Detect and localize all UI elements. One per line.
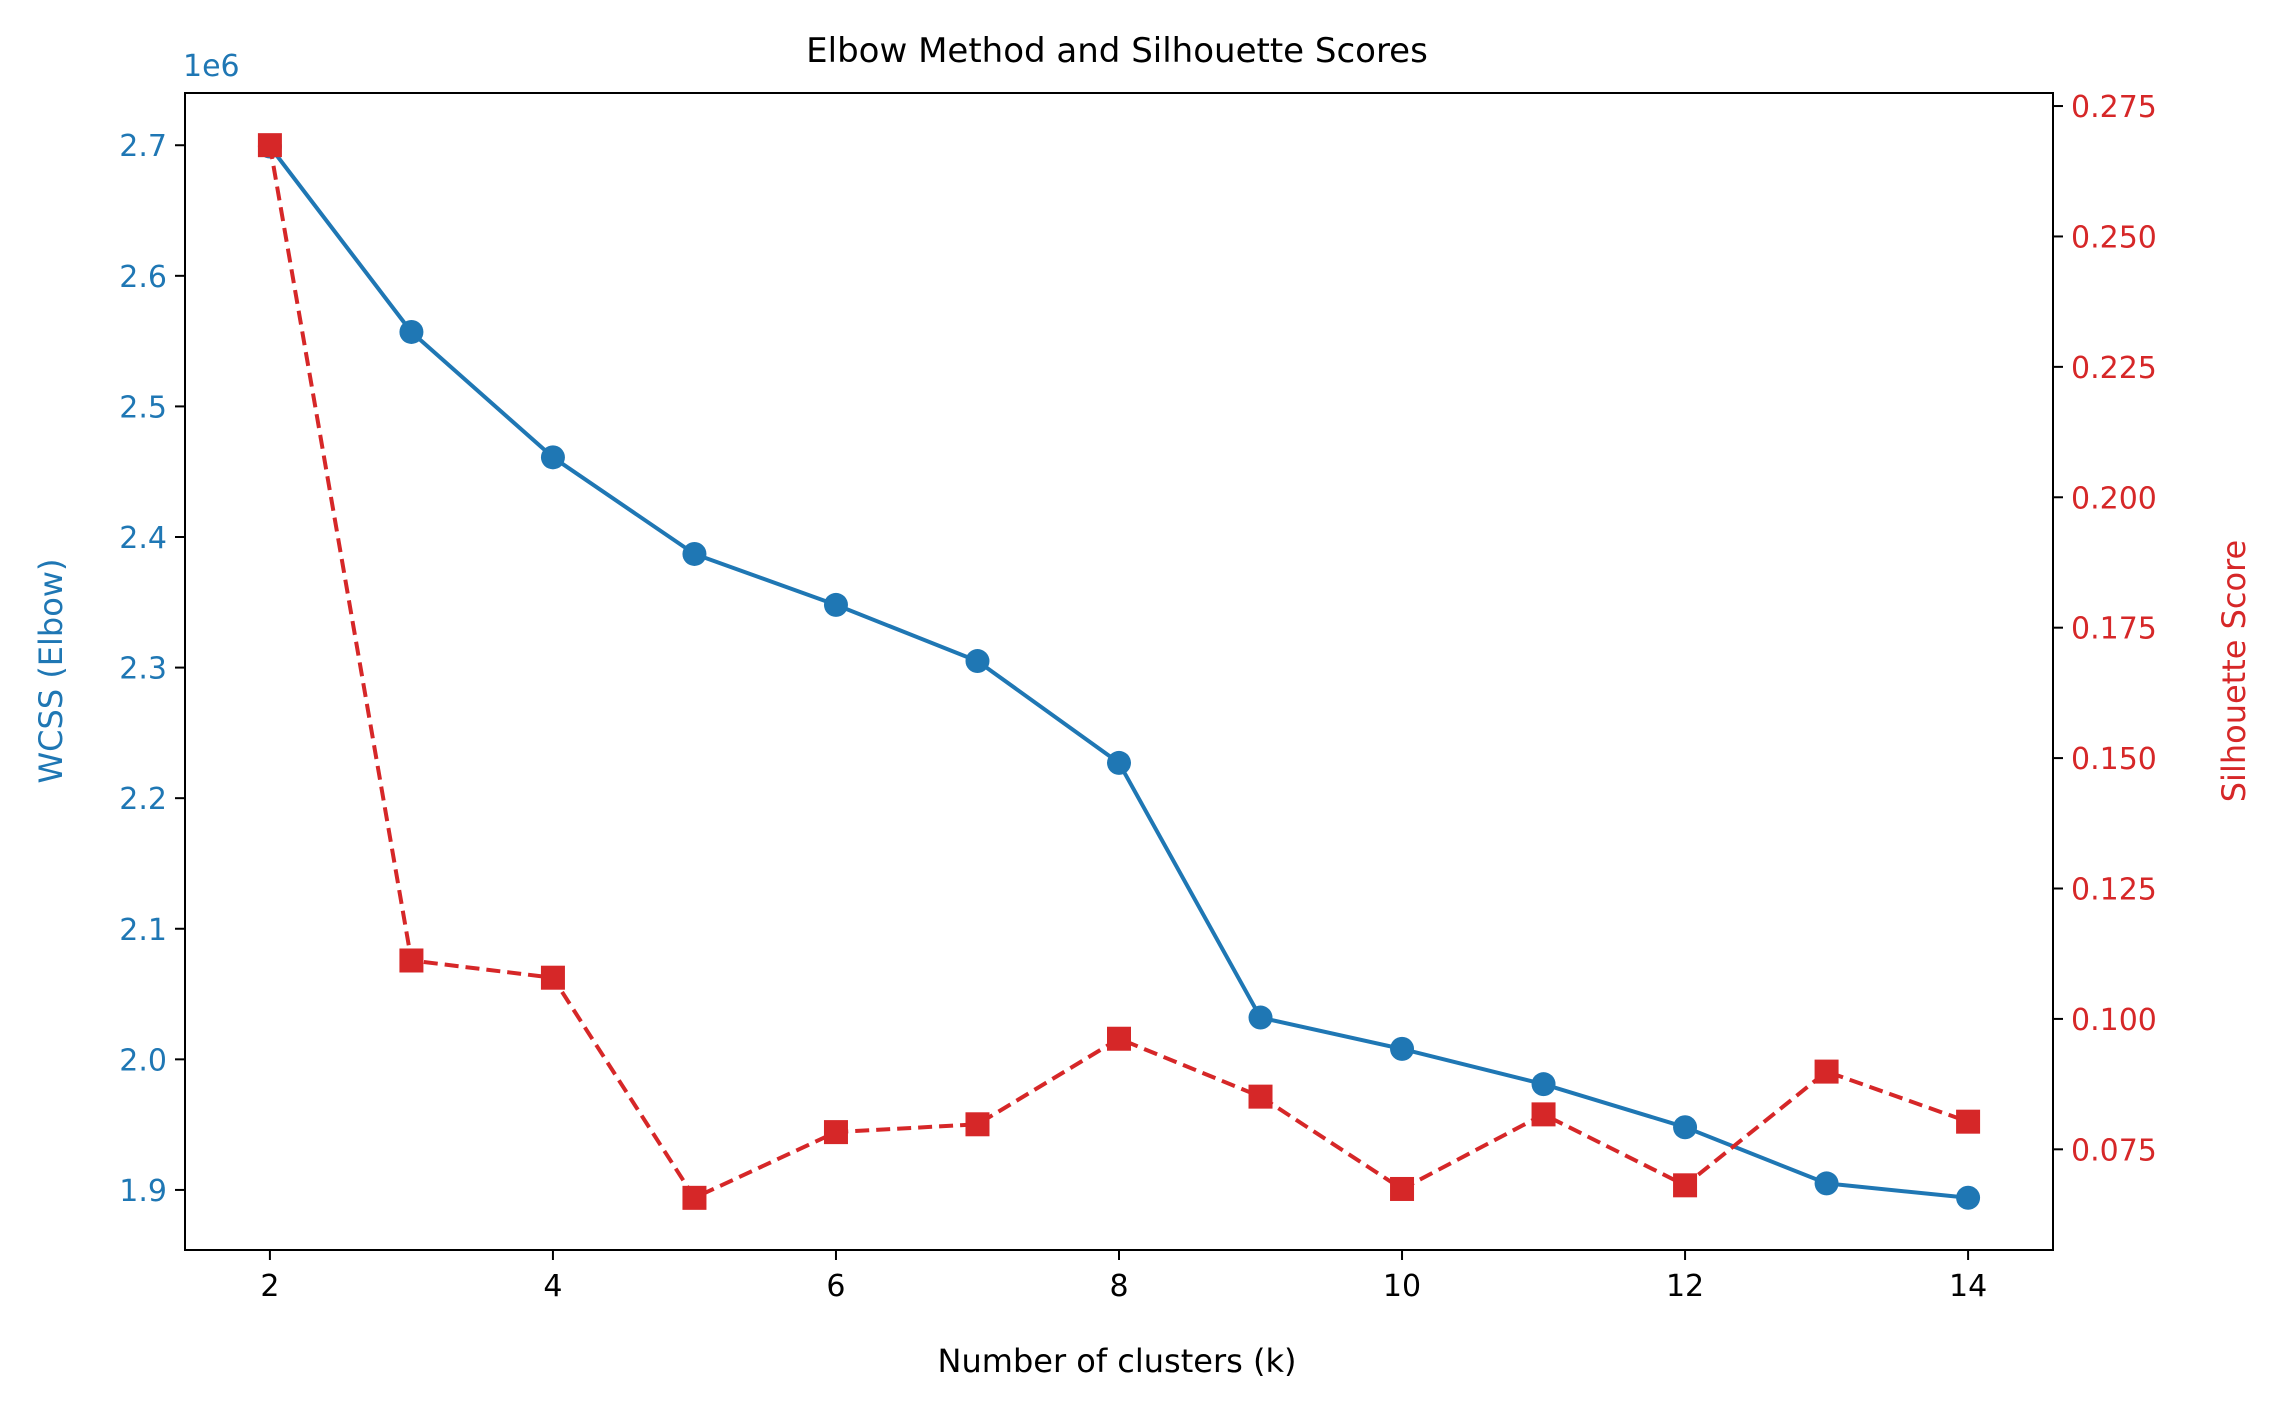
left-y-axis: 1.9 2.0 2.1 2.2 2.3 2.4 2.5 2.6 2.7 [119,129,185,1209]
right-tick-label: 0.250 [2071,220,2157,255]
right-tick-label: 0.200 [2071,481,2157,516]
plot-layer [257,133,1981,1210]
left-tick-label: 2.1 [119,913,167,948]
series-1-point [399,319,424,344]
x-tick-label: 2 [260,1269,279,1304]
right-tick-label: 0.150 [2071,742,2157,777]
series-1-point [1390,1036,1415,1061]
left-axis-label: WCSS (Elbow) [32,559,70,784]
x-axis: 2 4 6 8 10 12 14 [260,1250,1987,1304]
left-tick-label: 2.3 [119,652,167,687]
series-1-point [1673,1115,1698,1140]
right-y-axis: 0.075 0.100 0.125 0.150 0.175 0.200 0.225 0.250… [2053,90,2157,1168]
x-tick-label: 14 [1949,1269,1987,1304]
left-tick-label: 2.2 [119,782,167,817]
series-1-point [1531,1072,1556,1097]
x-tick-label: 8 [1109,1269,1128,1304]
series-2-point [1673,1173,1698,1198]
right-tick-label: 0.100 [2071,1003,2157,1038]
series-2-point [682,1185,707,1210]
series-2-point [399,948,424,973]
series-2-point [1390,1176,1415,1201]
series-1-point [1956,1185,1981,1210]
series-1-point [1107,750,1131,775]
left-axis-offset-text: 1e6 [183,49,240,84]
series-1-point [1814,1171,1839,1196]
series-1-point [540,445,565,470]
right-tick-label: 0.175 [2071,612,2157,647]
chart-title: Elbow Method and Silhouette Scores [806,31,1428,71]
series-2-point [1248,1084,1273,1109]
left-tick-label: 2.0 [119,1043,167,1078]
left-tick-label: 2.6 [119,260,167,295]
x-tick-label: 4 [543,1269,562,1304]
series-2-point [823,1120,848,1145]
x-tick-label: 6 [826,1269,845,1304]
x-tick-label: 10 [1383,1269,1421,1304]
series-2-point [1531,1102,1556,1127]
series-1-point [965,649,990,674]
series-2-point [1814,1059,1839,1084]
series-1-point [682,541,707,566]
series-2-point [257,133,282,158]
x-tick-label: 12 [1666,1269,1704,1304]
x-axis-label: Number of clusters (k) [938,1342,1297,1380]
left-tick-label: 2.4 [119,521,167,556]
right-tick-label: 0.275 [2071,90,2157,125]
right-tick-label: 0.225 [2071,351,2157,386]
right-axis-label: Silhouette Score [2215,540,2253,803]
right-tick-label: 0.075 [2071,1133,2157,1168]
series-1-point [1248,1005,1273,1030]
left-tick-label: 2.7 [119,129,167,164]
series-2-point [965,1112,990,1137]
left-tick-label: 1.9 [119,1174,167,1209]
series-2-point [540,965,565,990]
series-2-point [1107,1026,1131,1051]
series-2-point [1956,1109,1981,1134]
right-tick-label: 0.125 [2071,873,2157,908]
left-tick-label: 2.5 [119,390,167,425]
series-1-point [823,592,848,617]
